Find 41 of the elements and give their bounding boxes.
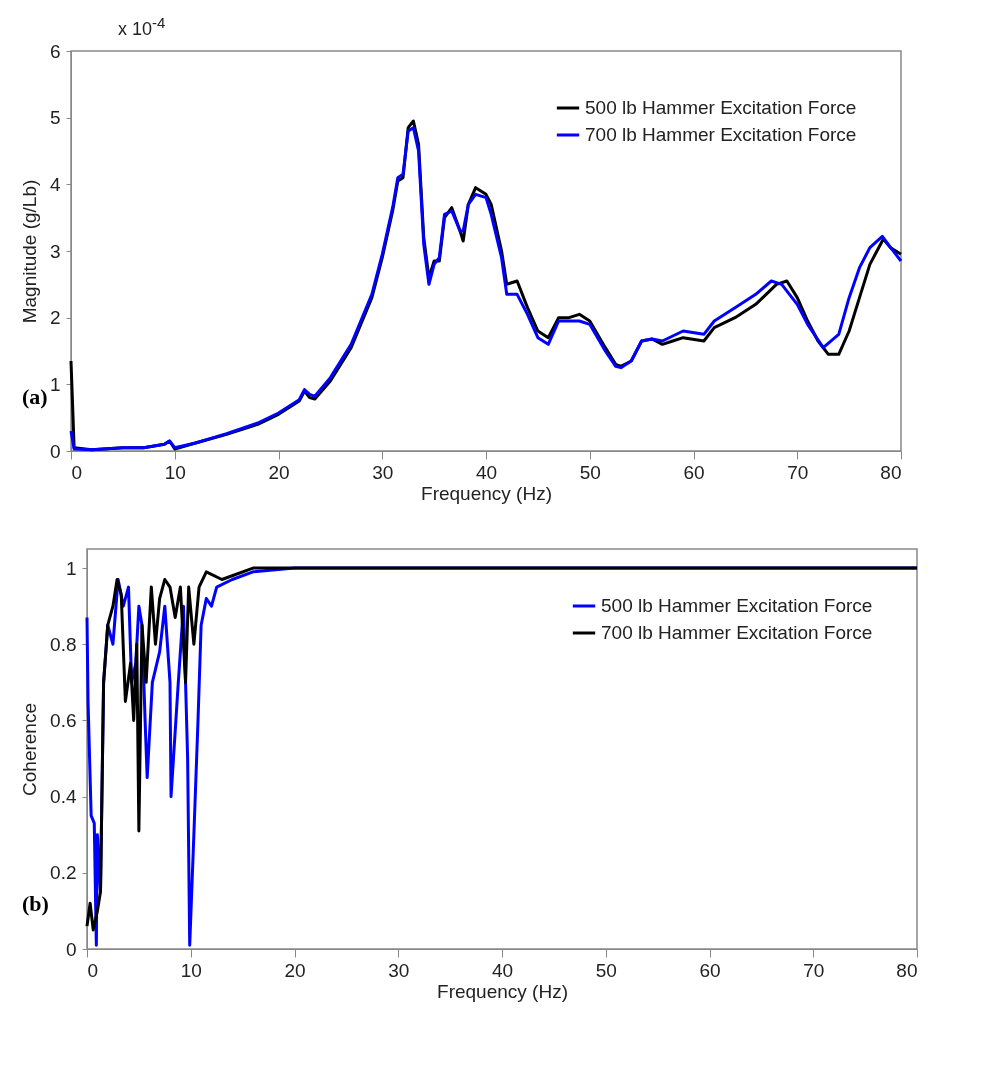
legend-label: 500 lb Hammer Excitation Force xyxy=(585,97,857,118)
legend-label: 700 lb Hammer Excitation Force xyxy=(585,124,857,145)
y-tick-label: 0.2 xyxy=(50,862,77,884)
y-tick-label: 0.6 xyxy=(50,709,77,731)
y-tick-label: 0 xyxy=(65,938,77,960)
x-tick-label: 70 xyxy=(787,461,809,483)
x-tick-label: 20 xyxy=(284,959,306,981)
y-axis-title: Coherence xyxy=(19,703,41,796)
x-axis-title: Frequency (Hz) xyxy=(437,980,568,1002)
y-axis-title: Magnitude (g/Lb) xyxy=(18,179,40,324)
y-tick-label: 1 xyxy=(65,557,77,579)
y-tick-label: 2 xyxy=(49,307,61,329)
annotation: x 10$^{-4}$ xyxy=(118,14,166,40)
y-tick-label: 0.4 xyxy=(50,786,77,808)
y-tick-label: 3 xyxy=(49,240,61,262)
x-tick-label: 10 xyxy=(180,959,202,981)
annotation: (a) xyxy=(22,384,48,410)
x-tick-label: 30 xyxy=(388,959,410,981)
x-tick-label: 50 xyxy=(595,959,617,981)
x-tick-label: 30 xyxy=(372,461,394,483)
y-tick-label: 1 xyxy=(49,373,61,395)
x-tick-label: 40 xyxy=(475,461,498,483)
y-tick-label: 6 xyxy=(49,40,61,62)
y-tick-label: 5 xyxy=(49,107,61,129)
x-tick-label: 0 xyxy=(87,959,99,981)
x-tick-label: 80 xyxy=(880,461,902,483)
x-tick-label: 20 xyxy=(268,461,290,483)
x-tick-label: 60 xyxy=(683,461,705,483)
y-tick-label: 0.8 xyxy=(50,633,77,655)
x-tick-label: 80 xyxy=(896,959,918,981)
x-tick-label: 60 xyxy=(699,959,721,981)
legend-label: 500 lb Hammer Excitation Force xyxy=(601,595,873,616)
x-tick-label: 70 xyxy=(803,959,825,981)
y-tick-label: 0 xyxy=(49,440,61,462)
x-axis-title: Frequency (Hz) xyxy=(421,482,552,504)
x-tick-label: 10 xyxy=(164,461,186,483)
x-tick-label: 40 xyxy=(491,959,514,981)
x-tick-label: 50 xyxy=(579,461,601,483)
annotation: (b) xyxy=(22,891,49,917)
y-tick-label: 4 xyxy=(49,173,61,195)
legend-label: 700 lb Hammer Excitation Force xyxy=(601,622,873,643)
